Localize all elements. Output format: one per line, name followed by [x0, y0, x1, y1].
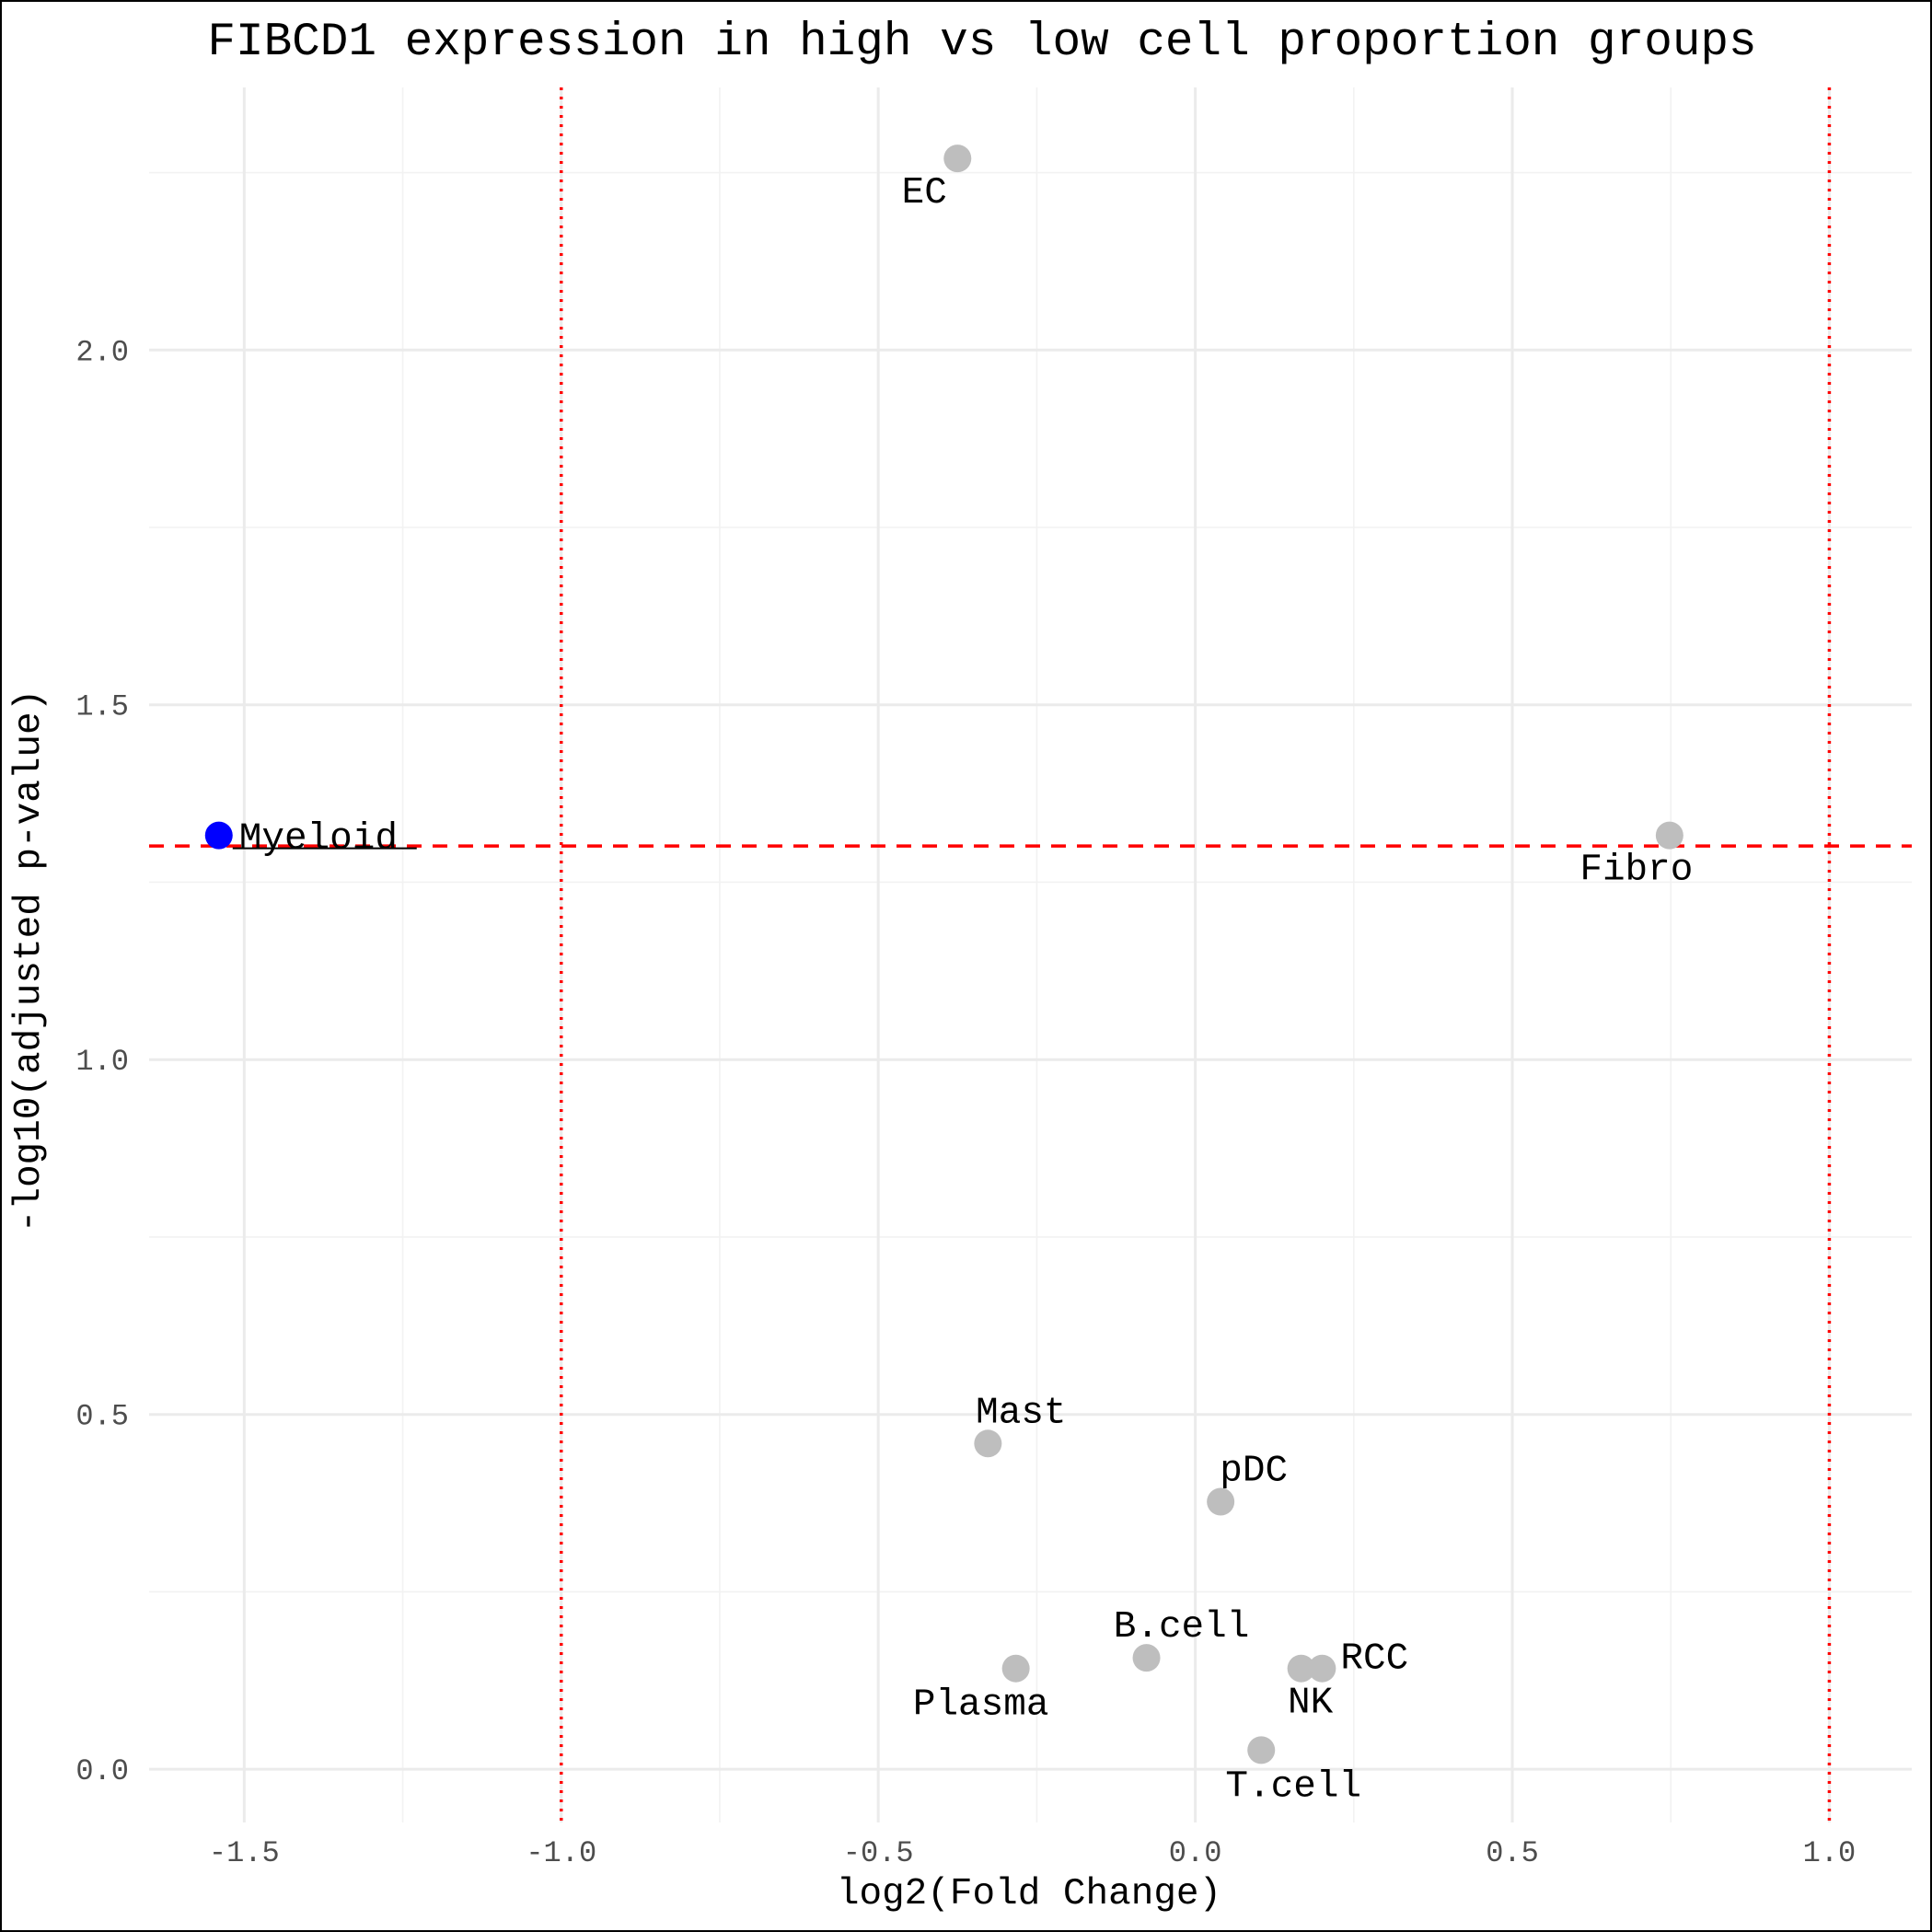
x-tick-label: -1.0	[526, 1836, 596, 1870]
label-rcc: RCC	[1340, 1638, 1408, 1681]
data-points	[204, 145, 1683, 1764]
y-tick-label: 2.0	[75, 335, 129, 369]
label-nk: NK	[1288, 1683, 1334, 1725]
label-myeloid: Myeloid	[239, 818, 398, 861]
point-myeloid	[204, 821, 233, 850]
x-tick-label: 0.0	[1169, 1836, 1222, 1870]
point-b-cell	[1132, 1644, 1161, 1672]
x-axis-title: log2(Fold Change)	[837, 1873, 1221, 1915]
point-nk	[1287, 1654, 1315, 1683]
label-fibro: Fibro	[1579, 850, 1693, 892]
y-tick-label: 0.5	[75, 1400, 129, 1434]
label-mast: Mast	[976, 1392, 1066, 1434]
grid	[149, 87, 1912, 1822]
y-tick-label: 1.0	[75, 1045, 129, 1079]
label-plasma: Plasma	[913, 1684, 1049, 1727]
point-plasma	[1001, 1654, 1030, 1683]
label-ec: EC	[902, 172, 947, 214]
point-rcc	[1308, 1654, 1336, 1683]
point-ec	[943, 145, 972, 173]
x-tick-label: 0.5	[1486, 1836, 1539, 1870]
x-tick-label: -1.5	[209, 1836, 280, 1870]
tick-labels: -1.5 -1.0 -0.5 0.0 0.5 1.0 0.0 0.5 1.0 1.5 2.0	[75, 335, 1856, 1870]
point-t-cell	[1247, 1736, 1276, 1764]
threshold-lines	[149, 87, 1912, 1822]
y-axis-title: -log10(adjusted p-value)	[8, 689, 51, 1233]
label-t-cell: T.cell	[1225, 1765, 1361, 1808]
y-tick-label: 0.0	[75, 1754, 129, 1788]
chart-title: FIBCD1 expression in high vs low cell pr…	[207, 17, 1756, 69]
x-tick-label: 1.0	[1803, 1836, 1857, 1870]
x-tick-label: -0.5	[843, 1836, 914, 1870]
label-pdc: pDC	[1220, 1451, 1288, 1493]
point-mast	[974, 1429, 1002, 1458]
y-tick-label: 1.5	[75, 690, 129, 724]
point-pdc	[1207, 1487, 1235, 1516]
label-b-cell: B.cell	[1114, 1606, 1250, 1649]
point-fibro	[1655, 821, 1683, 850]
